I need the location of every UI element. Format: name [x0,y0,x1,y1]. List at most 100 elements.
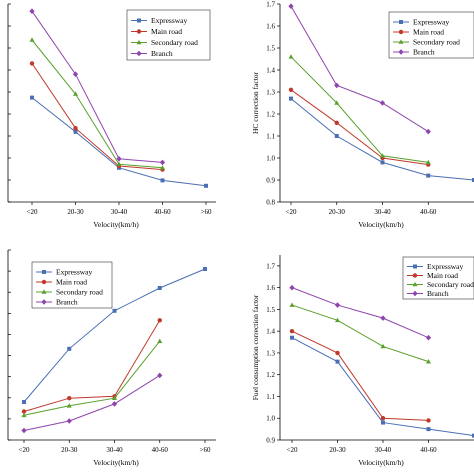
legend-label: Branch [413,48,435,57]
data-point [67,396,72,401]
series-line [31,97,207,187]
series-secondary-road [21,338,163,418]
data-point [160,178,165,183]
legend-marker [399,20,403,24]
y-tick-label: 1.7 [266,262,275,270]
data-point [21,409,27,414]
y-tick-label: 1.5 [266,306,275,314]
y-axis-label: Fuel consumption correction factor [251,294,260,400]
data-point [381,420,385,425]
x-axis-label: Velocity(km/h) [93,458,139,467]
series-line [290,5,429,133]
data-point [289,96,293,101]
series-branch [29,8,166,166]
legend-label: Expressway [56,268,92,277]
series-expressway [290,335,474,438]
x-tick-label: 20-30 [61,446,78,454]
data-point [472,433,474,438]
legend-label: Expressway [413,18,449,27]
legend-label: Expressway [427,262,463,271]
series-line [290,56,429,163]
y-tick-label: 1.5 [266,45,275,53]
legend-box [31,261,113,309]
y-tick-label: 1.4 [266,328,275,336]
y-tick-label: 0.8 [266,199,275,207]
series-secondary-road [29,37,165,170]
legend-label: Secondary road [413,38,460,47]
data-point [289,328,295,334]
data-point [157,338,163,343]
legend-marker [398,29,404,35]
y-tick-label: 0.9 [266,437,275,445]
y-tick-label: 1.6 [266,284,275,292]
data-point [157,372,163,379]
chart-bottom-left: <20 20-30 30-40 40-60 >60 Velocity(km/h) Expre… [7,249,216,467]
series-line [31,39,163,169]
data-point [290,335,294,340]
y-tick-label: 1.1 [266,133,275,141]
data-point [73,126,78,131]
data-point [157,318,162,323]
legend-marker [412,281,418,287]
series-secondary-road [288,54,431,165]
x-tick-label: 20-30 [67,208,84,216]
data-point [380,160,385,165]
series-line [23,320,161,412]
x-tick-label: <20 [19,446,30,454]
series-secondary-road [289,302,431,364]
x-axis-label: Velocity(km/h) [358,458,404,467]
data-point [30,95,34,100]
data-point [288,87,294,93]
data-point [116,156,122,162]
data-point [425,128,431,135]
data-point [288,3,294,9]
data-point [334,82,340,89]
series-line [291,330,429,421]
x-tick-label: >60 [201,208,212,216]
legend-label: Branch [56,298,78,307]
data-point [425,334,432,341]
data-point [335,350,340,356]
y-tick-label: 1.0 [266,155,275,163]
x-tick-label: 40-60 [154,208,171,216]
data-point [334,120,339,126]
y-tick-label: 0.9 [266,177,275,185]
chart-bottom-right: <20 20-30 30-40 40-60 0.9 1.0 1.1 1.2 1.3 1.4 1.5 1… [251,255,474,467]
legend-box [388,11,474,59]
data-point [29,8,35,14]
data-point [289,284,295,291]
legend-label: Main road [151,27,182,36]
data-point [66,418,72,424]
x-tick-label: 30-40 [375,446,392,454]
series-line [290,98,474,181]
x-tick-label: 40-60 [420,208,437,216]
x-tick-label: 40-60 [420,446,437,454]
legend-label: Secondary road [427,280,474,289]
legend-label: Branch [427,289,449,298]
series-line [23,374,161,431]
y-tick-label: 1.3 [266,349,275,357]
series-line [23,340,161,416]
series-line [31,10,163,163]
legend-marker [137,18,141,23]
series-expressway [289,96,474,182]
legend-marker [136,39,142,45]
series-expressway [22,267,207,404]
x-tick-label: 30-40 [106,446,123,454]
y-axis-label: HC correction factor [251,71,260,134]
series-line [291,287,429,339]
data-point [380,416,386,421]
data-point [160,165,165,170]
legend-marker [412,273,418,278]
legend-marker [136,29,142,34]
series-branch [289,284,432,341]
y-tick-label: 1.3 [266,89,275,97]
data-point [72,71,79,77]
legend-label: Expressway [151,16,187,25]
x-tick-label: <20 [27,208,38,216]
legend-marker [136,50,142,57]
data-point [380,343,386,349]
y-tick-label: 1.0 [266,415,275,423]
